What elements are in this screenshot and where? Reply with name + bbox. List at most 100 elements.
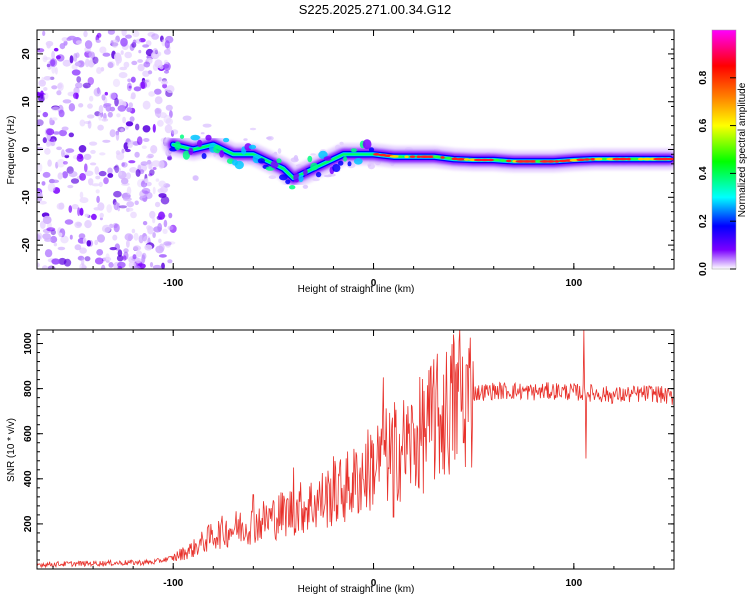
noise-blob [42, 233, 51, 240]
noise-blob [134, 257, 142, 264]
noise-blob [130, 92, 136, 100]
noise-blob [243, 138, 248, 141]
noise-blob [93, 87, 102, 97]
noise-blob [136, 136, 143, 146]
noise-blob [202, 123, 212, 128]
noise-blob [57, 246, 66, 251]
noise-blob [158, 254, 167, 258]
ridge-blob [323, 156, 332, 161]
noise-blob [158, 211, 165, 220]
noise-blob [86, 240, 92, 247]
noise-blob [158, 180, 166, 188]
noise-blob [38, 79, 46, 87]
noise-blob [96, 249, 104, 256]
noise-blob [125, 34, 132, 39]
snr-xtick-label: 100 [565, 578, 582, 589]
snr-frame-bg [37, 330, 674, 569]
noise-blob [64, 219, 74, 225]
noise-blob [42, 137, 47, 144]
snr-ytick-label: 1000 [23, 332, 34, 355]
noise-blob [112, 78, 121, 88]
noise-blob [151, 160, 161, 168]
noise-blob [134, 151, 140, 158]
snr-xtick-label: -100 [163, 578, 183, 589]
ridge-hotspot [500, 159, 506, 162]
noise-blob [55, 161, 59, 169]
figure-title: S225.2025.271.00.34.G12 [299, 2, 452, 17]
noise-blob [84, 40, 93, 49]
noise-blob [76, 76, 82, 83]
noise-blob [141, 254, 146, 264]
noise-blob [101, 118, 109, 122]
noise-blob [89, 141, 98, 146]
noise-blob [122, 255, 127, 261]
noise-blob [165, 104, 173, 111]
noise-blob [135, 250, 143, 258]
ridge-blob [293, 173, 300, 183]
noise-blob [146, 159, 152, 165]
noise-blob [131, 228, 136, 234]
ridge-hotspot [493, 158, 500, 162]
ridge-blob [332, 164, 341, 172]
noise-blob [121, 177, 129, 185]
noise-blob [171, 129, 179, 135]
noise-blob [62, 152, 71, 156]
noise-blob [106, 204, 112, 213]
noise-blob [54, 67, 58, 75]
noise-blob [122, 116, 126, 124]
noise-blob [148, 173, 153, 177]
noise-blob [64, 154, 70, 159]
noise-blob [56, 90, 62, 96]
noise-blob [114, 167, 121, 173]
noise-blob [69, 234, 73, 240]
noise-blob [58, 257, 67, 265]
noise-blob [144, 244, 153, 251]
noise-blob [37, 110, 42, 114]
noise-blob [154, 59, 163, 68]
noise-blob [127, 141, 133, 148]
ridge-hotspot [554, 160, 560, 163]
noise-blob [128, 160, 136, 164]
noise-blob [97, 234, 105, 243]
noise-blob [107, 62, 114, 69]
noise-blob [147, 32, 156, 37]
noise-blob [120, 37, 128, 47]
noise-blob [123, 248, 129, 253]
noise-blob [126, 201, 135, 208]
noise-blob [42, 55, 48, 63]
noise-blob [53, 242, 58, 247]
noise-blob [163, 219, 168, 228]
ridge-blob [347, 161, 352, 167]
ridge-blob [279, 174, 288, 181]
noise-blob [126, 82, 132, 92]
noise-blob [163, 241, 172, 246]
noise-blob [76, 154, 84, 162]
ridge-hotspot [583, 158, 591, 161]
noise-blob [66, 166, 74, 174]
ridge-hotspot [373, 153, 380, 156]
ridge-blob [234, 160, 244, 170]
noise-blob [62, 99, 72, 104]
spectrogram-xlabel: Height of straight line (km) [298, 284, 415, 295]
noise-blob [87, 103, 93, 109]
noise-blob [116, 113, 121, 118]
noise-blob [90, 149, 96, 154]
noise-blob [310, 153, 316, 156]
noise-blob [137, 59, 144, 63]
noise-blob [79, 119, 86, 127]
noise-blob [147, 226, 154, 235]
noise-blob [99, 152, 106, 156]
noise-blob [142, 44, 150, 48]
noise-blob [132, 39, 137, 45]
ridge-hotspot [546, 160, 556, 163]
noise-blob [83, 153, 92, 160]
ridge-hotspot [630, 157, 640, 161]
colorbar: 0.0 0.2 0.4 0.6 0.8 Normalized spectral ampl… [698, 29, 748, 276]
noise-blob [81, 257, 85, 266]
ridge-blob [179, 134, 185, 139]
noise-blob [56, 158, 65, 168]
ridge-hotspot [637, 157, 645, 161]
noise-blob [118, 205, 127, 209]
noise-blob [152, 167, 157, 170]
